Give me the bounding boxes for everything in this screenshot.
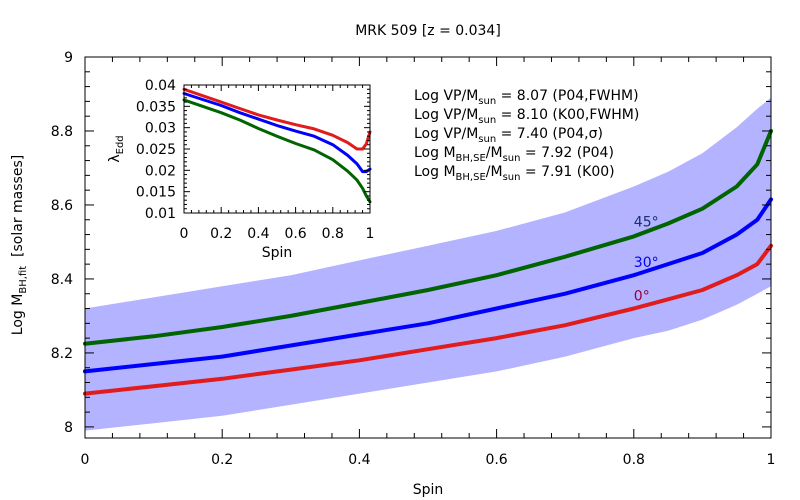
inset-y-tick-label: 0.04 <box>145 78 176 94</box>
y-axis-label: Log MBH,fit [solar masses] <box>10 155 29 335</box>
annotation-post2: = 7.91 (K00) <box>520 164 614 180</box>
inset-x-axis-label: Spin <box>262 245 293 261</box>
inset-x-tick-labels: 0 0.2 0.4 0.6 0.8 1 <box>180 226 375 242</box>
annotation-pre: Log VP/M <box>414 107 478 123</box>
annotation-sub2: sun <box>503 172 521 183</box>
annotation-post2: = 7.92 (P04) <box>520 145 613 161</box>
annotation-sub2: sun <box>503 153 521 164</box>
inset-x-tick-label: 1 <box>366 226 375 242</box>
main-x-tick-labels: 0 0.2 0.4 0.6 0.8 1 <box>81 452 776 468</box>
main-y-tick-labels: 8 8.2 8.4 8.6 8.8 9 <box>51 50 73 436</box>
inset-y-tick-label: 0.015 <box>136 185 176 201</box>
inset-y-axis-label-sub: Edd <box>115 135 126 154</box>
main-axes-frame <box>84 56 772 439</box>
inset-series-group <box>182 87 372 204</box>
curve-label-30deg: 30° <box>634 255 659 271</box>
inset-y-tick-label: 0.03 <box>145 121 176 137</box>
inset-x-tick-label: 0.6 <box>284 226 306 242</box>
inset-y-tick-label: 0.01 <box>145 206 176 222</box>
inset-y-tick-label: 0.02 <box>145 163 176 179</box>
annotation-post: /M <box>486 145 503 161</box>
main-x-tick-label: 0.4 <box>348 452 370 468</box>
inset-y-tick-label: 0.035 <box>136 99 176 115</box>
annotation-sub: BH,SE <box>456 172 486 183</box>
inset-x-tick-label: 0 <box>180 226 189 242</box>
main-x-tick-label: 0.2 <box>211 452 233 468</box>
main-x-tick-label: 0 <box>81 452 90 468</box>
confidence-band-area <box>85 97 771 431</box>
annotation-sub: sun <box>478 134 496 145</box>
confidence-band <box>85 97 771 431</box>
main-x-tick-label: 0.8 <box>623 452 645 468</box>
inset-x-tick-label: 0.2 <box>210 226 232 242</box>
inset-plot: 0 0.2 0.4 0.6 0.8 1 0.010.0150.020.0250.030.0… <box>136 78 375 242</box>
mass-annotation-line: Log VP/Msun = 8.07 (P04,FWHM) <box>414 88 639 107</box>
mass-annotation-line: Log MBH,SE/Msun = 7.91 (K00) <box>414 164 615 183</box>
annotation-pre: Log M <box>414 145 456 161</box>
mass-annotation-line: Log MBH,SE/Msun = 7.92 (P04) <box>414 145 614 164</box>
inset-series-line-45deg <box>182 98 372 204</box>
main-x-tick-label: 0.6 <box>485 452 507 468</box>
curve-label-45deg: 45° <box>634 214 659 230</box>
inset-background <box>184 85 370 213</box>
main-series-line-30deg <box>83 197 773 374</box>
inset-plot-frame <box>183 84 371 214</box>
annotation-pre: Log VP/M <box>414 88 478 104</box>
annotation-pre: Log M <box>414 164 456 180</box>
annotation-post: = 8.07 (P04,FWHM) <box>496 88 638 104</box>
annotation-post: = 7.40 (P04,σ) <box>496 126 603 142</box>
inset-series-line-0deg <box>182 87 372 151</box>
annotation-sub: sun <box>478 96 496 107</box>
inset-series-line-30deg <box>182 92 372 174</box>
annotation-post: /M <box>486 164 503 180</box>
main-y-tick-label: 9 <box>64 50 73 66</box>
annotation-sub: sun <box>478 115 496 126</box>
main-y-tick-label: 8.2 <box>51 346 73 362</box>
inset-y-axis-label-main: λ <box>107 154 123 162</box>
annotation-sub: BH,SE <box>456 153 486 164</box>
main-series-line-0deg <box>83 243 773 396</box>
curve-label-0deg: 0° <box>634 289 650 305</box>
inset-x-tick-label: 0.4 <box>247 226 269 242</box>
main-x-tick-label: 1 <box>767 452 776 468</box>
main-y-tick-label: 8 <box>64 420 73 436</box>
x-axis-label: Spin <box>413 482 444 498</box>
annotation-pre: Log VP/M <box>414 126 478 142</box>
inset-x-tick-label: 0.8 <box>322 226 344 242</box>
y-axis-label-sub: BH,fit <box>18 266 29 294</box>
curve-labels: 45° 30° 0° <box>634 214 659 304</box>
main-series-group <box>83 129 773 396</box>
mass-annotations: Log VP/Msun = 8.07 (P04,FWHM)Log VP/Msun… <box>414 88 639 183</box>
main-plot-frame <box>84 56 772 439</box>
y-axis-label-main: Log M <box>10 294 26 336</box>
y-axis-label-tail: [solar masses] <box>10 155 26 266</box>
main-y-tick-label: 8.6 <box>51 198 73 214</box>
mass-annotation-line: Log VP/Msun = 7.40 (P04,σ) <box>414 126 603 145</box>
annotation-post: = 8.10 (K00,FWHM) <box>496 107 639 123</box>
main-y-tick-label: 8.8 <box>51 124 73 140</box>
main-plot: 0 0.2 0.4 0.6 0.8 1 8 8.2 8.4 8.6 8.8 9 <box>51 50 776 468</box>
main-y-tick-label: 8.4 <box>51 272 73 288</box>
inset-y-axis-label: λEdd <box>107 135 126 162</box>
inset-y-tick-label: 0.025 <box>136 142 176 158</box>
inset-y-tick-labels: 0.01 0.015 0.02 0.025 0.03 0.035 0.04 <box>136 78 176 222</box>
main-series-line-45deg <box>83 129 773 346</box>
chart-title: MRK 509 [z = 0.034] <box>355 23 501 39</box>
mass-annotation-line: Log VP/Msun = 8.10 (K00,FWHM) <box>414 107 639 126</box>
